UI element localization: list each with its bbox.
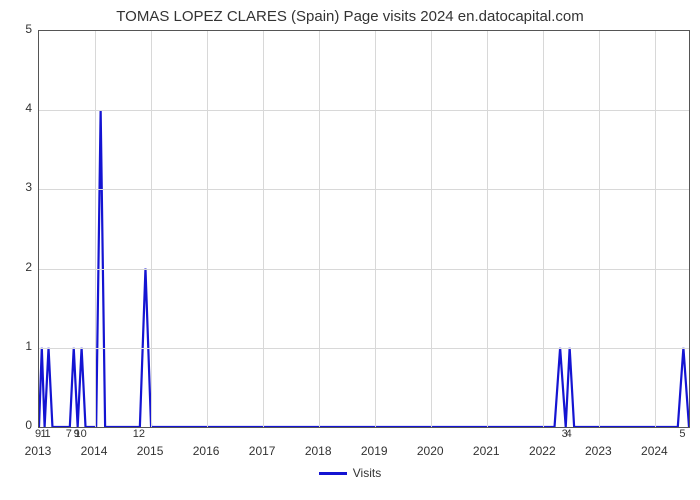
gridline-v bbox=[375, 31, 376, 427]
y-tick-label: 3 bbox=[16, 180, 32, 194]
x-tick-label: 2022 bbox=[529, 444, 556, 458]
x-tick-label: 2020 bbox=[417, 444, 444, 458]
point-label: 10 bbox=[74, 428, 86, 440]
point-label: 7 bbox=[66, 428, 72, 440]
legend: Visits bbox=[0, 466, 700, 480]
gridline-h bbox=[39, 269, 689, 270]
gridline-v bbox=[151, 31, 152, 427]
x-tick-label: 2016 bbox=[193, 444, 220, 458]
x-tick-label: 2024 bbox=[641, 444, 668, 458]
gridline-v bbox=[263, 31, 264, 427]
gridline-v bbox=[487, 31, 488, 427]
y-tick-label: 2 bbox=[16, 260, 32, 274]
gridline-v bbox=[431, 31, 432, 427]
x-tick-label: 2017 bbox=[249, 444, 276, 458]
y-tick-label: 4 bbox=[16, 101, 32, 115]
gridline-h bbox=[39, 348, 689, 349]
x-tick-label: 2023 bbox=[585, 444, 612, 458]
visits-chart: TOMAS LOPEZ CLARES (Spain) Page visits 2… bbox=[0, 0, 700, 500]
point-label: 5 bbox=[679, 428, 685, 440]
x-tick-label: 2018 bbox=[305, 444, 332, 458]
y-tick-label: 0 bbox=[16, 418, 32, 432]
y-tick-label: 1 bbox=[16, 339, 32, 353]
gridline-v bbox=[655, 31, 656, 427]
x-tick-label: 2015 bbox=[137, 444, 164, 458]
gridline-h bbox=[39, 189, 689, 190]
gridline-h bbox=[39, 110, 689, 111]
point-label: 1 bbox=[44, 428, 50, 440]
x-tick-label: 2013 bbox=[25, 444, 52, 458]
gridline-v bbox=[543, 31, 544, 427]
point-label: 4 bbox=[566, 428, 572, 440]
chart-title: TOMAS LOPEZ CLARES (Spain) Page visits 2… bbox=[0, 8, 700, 25]
x-tick-label: 2019 bbox=[361, 444, 388, 458]
plot-area bbox=[38, 30, 690, 428]
y-tick-label: 5 bbox=[16, 22, 32, 36]
legend-swatch bbox=[319, 472, 347, 475]
gridline-v bbox=[207, 31, 208, 427]
point-label: 12 bbox=[133, 428, 145, 440]
series-line bbox=[39, 31, 689, 427]
x-tick-label: 2014 bbox=[81, 444, 108, 458]
gridline-v bbox=[319, 31, 320, 427]
gridline-v bbox=[599, 31, 600, 427]
x-tick-label: 2021 bbox=[473, 444, 500, 458]
gridline-v bbox=[95, 31, 96, 427]
legend-label: Visits bbox=[353, 466, 381, 480]
